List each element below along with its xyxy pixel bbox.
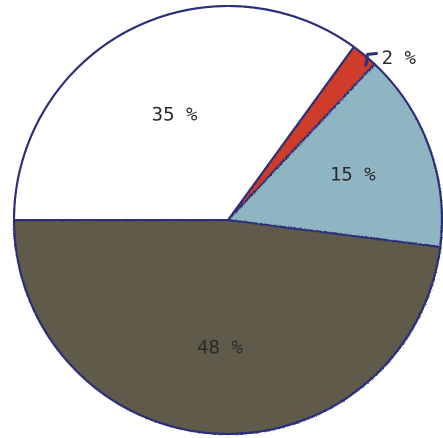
slice-labels: 48 % 15 % 2 % 35 %	[152, 47, 417, 359]
slice-label: 15 %	[330, 164, 376, 186]
leader-lines	[364, 51, 378, 67]
pie-slices	[12, 5, 443, 435]
slice-label: 48 %	[197, 337, 243, 359]
slice-label: 2 %	[382, 47, 417, 69]
leader-line	[364, 51, 378, 67]
slice-label: 35 %	[152, 104, 198, 126]
pie-outline	[13, 5, 443, 435]
slice-48	[12, 219, 442, 435]
